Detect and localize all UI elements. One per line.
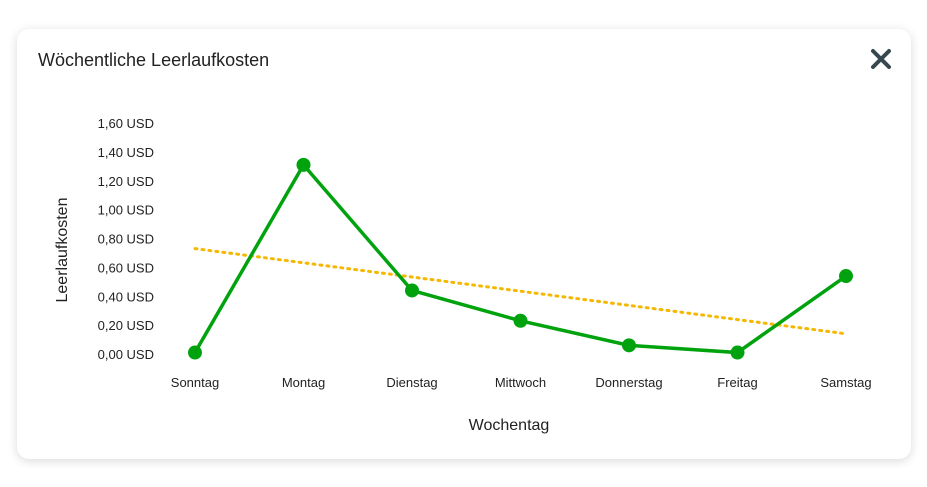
y-tick-label: 1,40 USD [98,145,154,160]
data-point[interactable] [405,283,419,298]
y-axis-label: Leerlaufkosten [54,198,71,303]
x-tick-label: Samstag [820,375,871,390]
data-point[interactable] [188,345,202,360]
data-point[interactable] [513,313,528,328]
chart-dialog: Wöchentliche Leerlaufkosten [17,29,911,459]
y-tick-label: 1,60 USD [98,116,154,131]
close-icon[interactable] [869,47,893,71]
x-tick-label: Donnerstag [595,375,662,390]
dialog-title: Wöchentliche Leerlaufkosten [38,50,270,70]
y-tick-label: 0,40 USD [98,289,154,304]
x-tick-label: Montag [282,375,325,390]
y-tick-label: 0,60 USD [98,260,154,275]
data-point[interactable] [622,338,636,353]
x-tick-label: Mittwoch [495,375,546,390]
y-tick-label: 0,00 USD [98,347,154,362]
data-point[interactable] [730,345,745,360]
x-tick-label: Freitag [717,375,757,390]
trend-line [193,247,848,336]
x-tick-label: Dienstag [386,375,437,390]
x-axis-label: Wochentag [469,417,550,434]
y-tick-label: 1,00 USD [98,203,154,218]
y-tick-label: 0,20 USD [98,318,154,333]
x-tick-label: Sonntag [171,375,219,390]
y-tick-label: 1,20 USD [98,174,154,189]
data-point[interactable] [296,157,311,172]
data-point[interactable] [839,269,853,284]
y-tick-label: 0,80 USD [98,232,154,247]
